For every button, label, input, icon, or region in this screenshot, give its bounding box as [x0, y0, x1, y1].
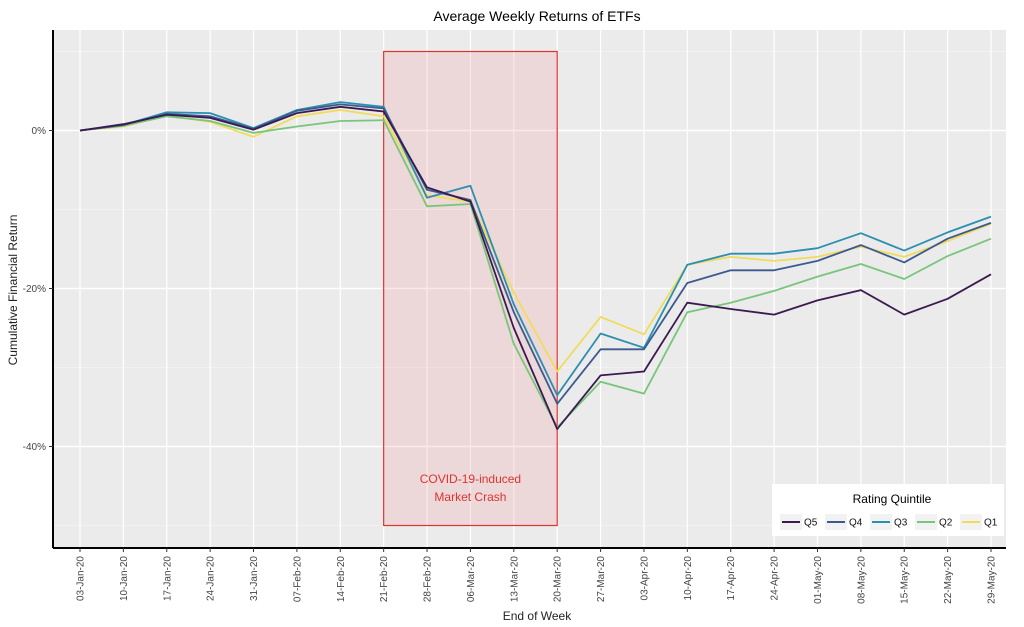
x-tick-label-13: 03-Apr-20: [639, 556, 650, 601]
legend-label-q2: Q2: [939, 518, 953, 529]
y-tick-label-1: -20%: [23, 284, 46, 295]
x-tick-label-3: 24-Jan-20: [206, 556, 217, 601]
x-tick-label-17: 01-May-20: [813, 556, 824, 604]
x-tick-label-12: 27-Mar-20: [596, 556, 607, 603]
x-tick-label-6: 14-Feb-20: [336, 556, 347, 603]
series-line-q4: [79, 103, 992, 405]
x-tick-label-11: 20-Mar-20: [553, 556, 564, 603]
x-tick-label-20: 22-May-20: [943, 556, 954, 604]
x-tick-label-14: 10-Apr-20: [683, 556, 694, 601]
x-tick-label-19: 15-May-20: [900, 556, 911, 604]
x-tick-label-0: 03-Jan-20: [76, 556, 87, 601]
series-line-q3: [79, 101, 992, 397]
series-lines: [79, 101, 992, 431]
chart-title: Average Weekly Returns of ETFs: [433, 8, 640, 24]
series-line-q5: [79, 105, 992, 431]
y-axis-title: Cumulative Financial Return: [6, 215, 20, 366]
x-tick-label-9: 06-Mar-20: [466, 556, 477, 603]
legend-label-q4: Q4: [849, 518, 863, 529]
crash-zone-label-line-1: Market Crash: [434, 490, 506, 504]
x-tick-label-21: 29-May-20: [987, 556, 998, 604]
x-tick-label-2: 17-Jan-20: [162, 556, 173, 601]
x-tick-label-16: 24-Apr-20: [770, 556, 781, 601]
legend-label-q3: Q3: [894, 518, 908, 529]
legend-label-q1: Q1: [984, 518, 998, 529]
x-axis-title: End of Week: [503, 609, 572, 623]
y-axis-ticks: 0% -20% -40%: [23, 126, 53, 453]
series-line-q1: [79, 109, 992, 373]
crash-zone-box: [383, 50, 558, 527]
x-axis-ticks: 03-Jan-20 10-Jan-20 17-Jan-20 24-Jan-20 31-J…: [76, 548, 998, 604]
x-tick-label-7: 21-Feb-20: [379, 556, 390, 603]
x-tick-label-8: 28-Feb-20: [423, 556, 434, 603]
y-tick-label-0: 0%: [32, 126, 47, 137]
x-tick-label-10: 13-Mar-20: [509, 556, 520, 603]
y-tick-label-2: -40%: [23, 442, 46, 453]
x-tick-label-4: 31-Jan-20: [249, 556, 260, 601]
legend: Rating Quintile Q5 Q4 Q3 Q2 Q1: [772, 484, 1004, 536]
crash-zone-label-line-0: COVID-19-induced: [420, 472, 521, 486]
legend-title: Rating Quintile: [853, 492, 932, 506]
x-tick-label-1: 10-Jan-20: [119, 556, 130, 601]
x-tick-label-5: 07-Feb-20: [292, 556, 303, 603]
x-tick-label-15: 17-Apr-20: [726, 556, 737, 601]
covid-crash-annotation: COVID-19-induced Market Crash: [383, 50, 558, 527]
x-tick-label-18: 08-May-20: [856, 556, 867, 604]
series-line-q2: [79, 115, 992, 429]
legend-label-q5: Q5: [804, 518, 818, 529]
